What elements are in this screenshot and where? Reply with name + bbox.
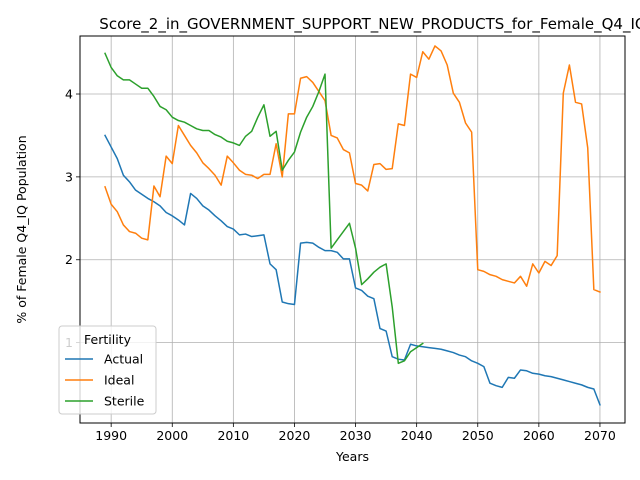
y-tick-label: 2: [65, 252, 73, 267]
legend-label-sterile: Sterile: [104, 394, 145, 409]
x-tick-label: 2040: [401, 428, 433, 443]
plot-frame: [79, 35, 626, 424]
x-axis-label: Years: [335, 449, 369, 464]
x-tick-label: 2060: [523, 428, 555, 443]
legend-label-ideal: Ideal: [104, 373, 134, 388]
ticks: 1990200020102020203020402050206020701234: [65, 87, 616, 443]
y-tick-label: 4: [65, 87, 73, 102]
x-tick-label: 2050: [462, 428, 494, 443]
x-tick-label: 2030: [340, 428, 372, 443]
x-tick-label: 2070: [584, 428, 616, 443]
x-tick-label: 2020: [279, 428, 311, 443]
series-line-sterile: [104, 52, 424, 365]
series-line-ideal: [104, 45, 601, 294]
series-layer: [104, 45, 601, 406]
legend-box: [58, 325, 157, 415]
series-line-actual: [104, 134, 601, 406]
legend-title: Fertility: [84, 332, 132, 347]
legend: Fertility Actual Ideal Sterile: [58, 325, 157, 415]
y-axis-label: % of Female Q4_IQ Population: [14, 135, 29, 323]
x-tick-label: 2000: [156, 428, 188, 443]
legend-label-actual: Actual: [104, 352, 143, 367]
x-tick-label: 2010: [217, 428, 249, 443]
y-tick-label: 3: [65, 169, 73, 184]
chart-title: Score_2_in_GOVERNMENT_SUPPORT_NEW_PRODUC…: [99, 15, 640, 34]
x-tick-label: 1990: [95, 428, 127, 443]
